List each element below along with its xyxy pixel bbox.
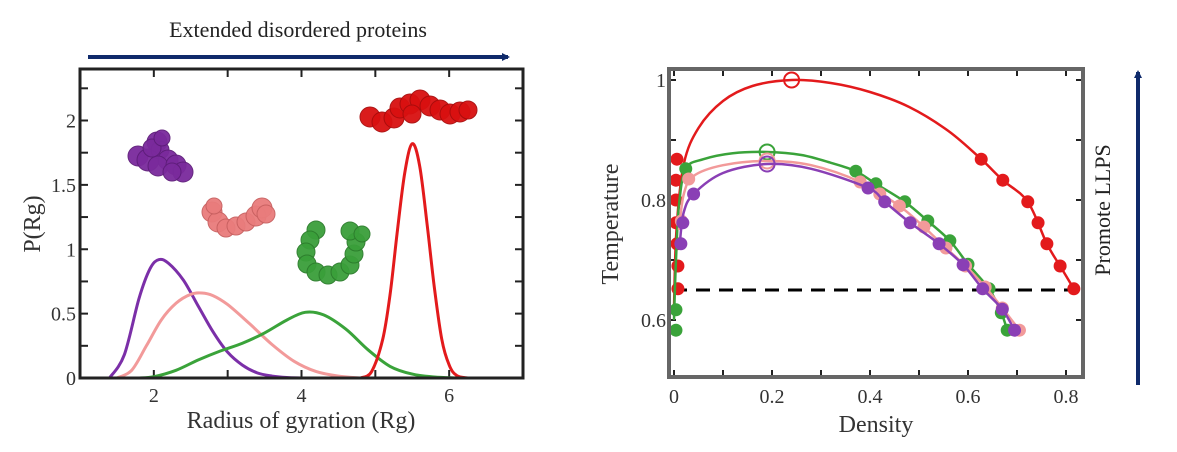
data-point (1053, 259, 1067, 273)
binodal-curve-pink (677, 159, 1021, 331)
rg-distribution-chart: 2 4 6 0 0.5 1 1.5 2 Radius of gyration (Rg) P(R… (20, 67, 525, 434)
critical-point-purple (758, 155, 776, 173)
data-point (1021, 195, 1035, 209)
series-red (669, 71, 1081, 309)
data-point (669, 323, 683, 337)
series-line-purple (108, 257, 302, 380)
data-point (1040, 237, 1054, 251)
data-point (878, 195, 892, 209)
molecule-images (127, 89, 478, 285)
series-line-red (359, 142, 468, 380)
critical-point-red (783, 71, 801, 89)
binodal-curve-red (672, 78, 1075, 309)
top-banner-text: Extended disordered proteins (169, 17, 427, 42)
data-point (682, 172, 696, 186)
y-tick-label: 1 (656, 70, 666, 92)
x-tick-label: 6 (444, 385, 454, 407)
data-point (861, 181, 875, 195)
x-tick-label: 2 (149, 385, 159, 407)
data-point (976, 282, 990, 296)
phase-chart-xlabel: Density (839, 412, 914, 438)
data-point (679, 162, 693, 176)
y-tick-label: 1 (66, 239, 76, 261)
data-point (974, 152, 988, 166)
y-tick-label: 0.8 (641, 190, 666, 212)
phase-chart-ylabel: Temperature (598, 164, 624, 285)
data-point (1067, 282, 1081, 296)
phase-diagram-chart: 0 0.2 0.4 0.6 0.8 0.6 0.8 1 Density Temperature (598, 67, 1085, 438)
data-point (671, 259, 685, 273)
bead (256, 204, 276, 224)
phase-chart-frame (667, 67, 1085, 379)
bead (402, 104, 422, 124)
series-purple (674, 155, 1022, 337)
molecule-purple (127, 129, 194, 183)
data-point (1031, 216, 1045, 230)
y-tick-label: 0.5 (51, 304, 76, 326)
data-point (995, 302, 1009, 316)
data-point (849, 164, 863, 178)
bead (458, 100, 478, 120)
x-tick-label: 0.2 (760, 386, 785, 408)
data-point (676, 216, 690, 230)
data-point (956, 258, 970, 272)
molecule-pink (201, 197, 276, 238)
molecule-red (359, 89, 478, 133)
data-point (670, 152, 684, 166)
data-point (669, 173, 683, 187)
bead (353, 225, 371, 243)
data-point (671, 282, 685, 296)
phase-chart-series (669, 71, 1081, 337)
y-tick-label: 2 (66, 111, 76, 133)
series-line-pink (116, 291, 361, 380)
x-tick-label: 0.4 (858, 386, 883, 408)
bead (153, 129, 171, 147)
data-point (687, 187, 701, 201)
data-point (674, 237, 688, 251)
critical-point-green (758, 143, 776, 161)
data-point (996, 173, 1010, 187)
molecule-green (296, 220, 371, 285)
data-point (903, 216, 917, 230)
data-point (932, 237, 946, 251)
y-tick-label: 0 (66, 368, 76, 390)
y-tick-label: 1.5 (51, 175, 76, 197)
data-point (669, 303, 683, 317)
rg-chart-frame (78, 67, 525, 380)
right-banner-text: Promote LLPS (1090, 144, 1115, 275)
x-tick-label: 0.6 (956, 386, 981, 408)
data-point (1008, 323, 1022, 337)
rg-chart-tick-labels: 2 4 6 0 0.5 1 1.5 2 (51, 111, 454, 408)
x-tick-label: 0.8 (1054, 386, 1079, 408)
rg-chart-xlabel: Radius of gyration (Rg) (187, 408, 416, 434)
data-point (892, 199, 906, 213)
x-tick-label: 0 (669, 386, 679, 408)
bead (162, 162, 182, 182)
rg-chart-ylabel: P(Rg) (20, 195, 46, 252)
phase-chart-tick-labels: 0 0.2 0.4 0.6 0.8 0.6 0.8 1 (641, 70, 1079, 408)
bead (205, 197, 223, 215)
series-line-green (138, 310, 457, 380)
y-tick-label: 0.6 (641, 310, 666, 332)
x-tick-label: 4 (297, 385, 307, 407)
binodal-curve-purple (678, 162, 1016, 331)
